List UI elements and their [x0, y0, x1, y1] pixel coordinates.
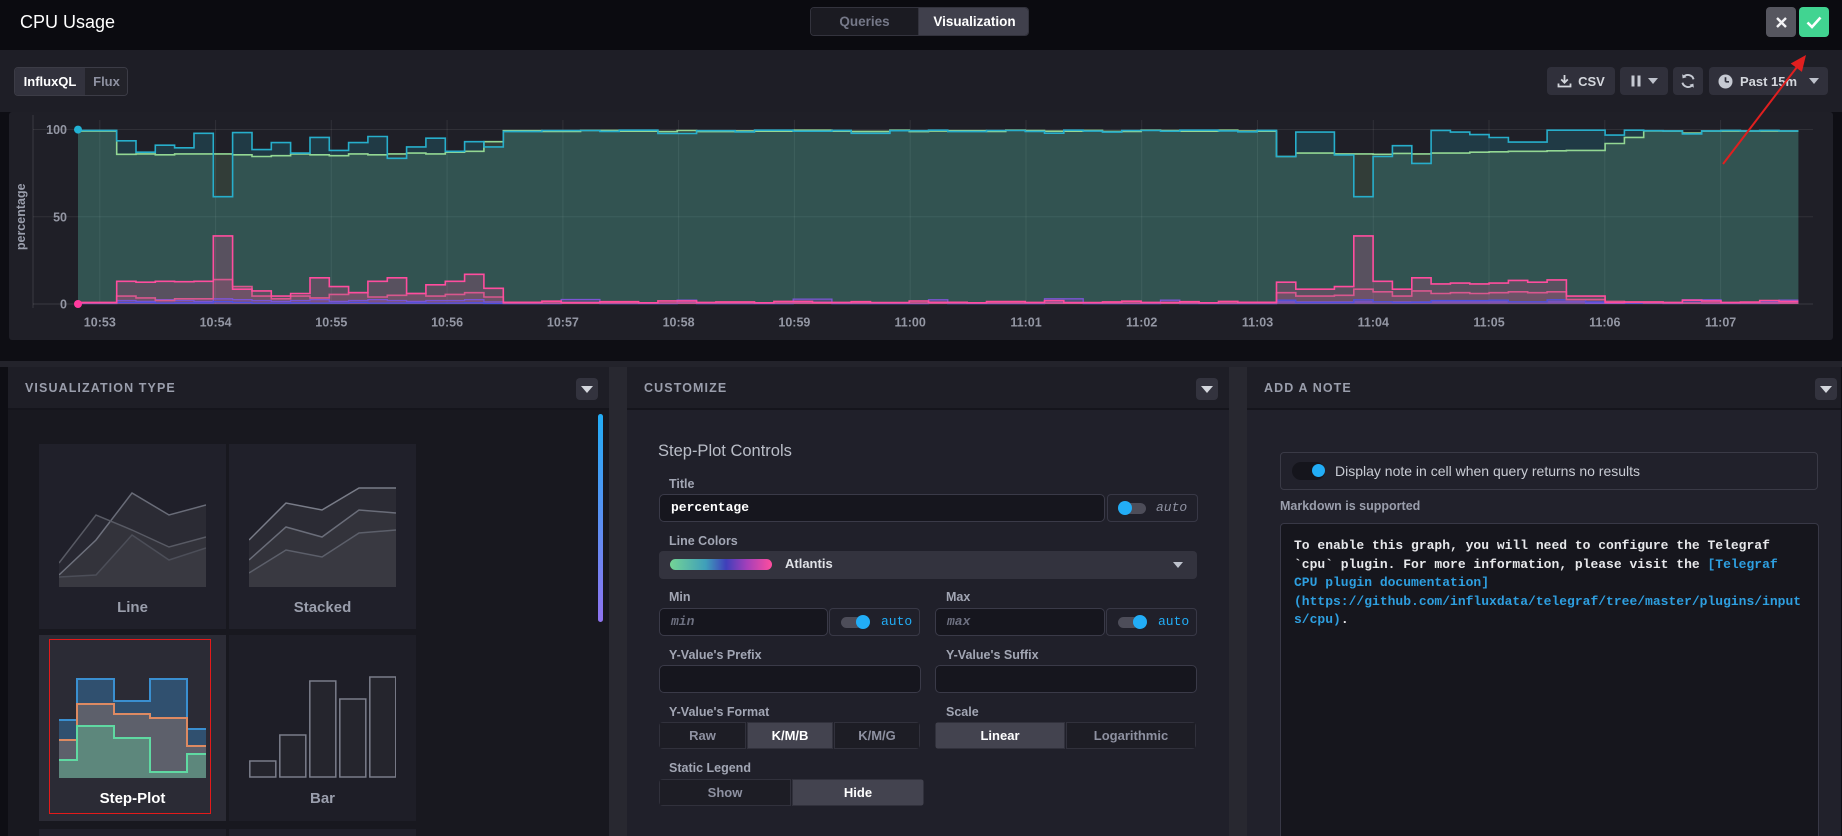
- svg-text:0: 0: [60, 298, 67, 312]
- svg-text:percentage: percentage: [14, 183, 28, 250]
- svg-text:11:03: 11:03: [1242, 316, 1273, 330]
- svg-text:11:01: 11:01: [1010, 316, 1041, 330]
- svg-text:11:07: 11:07: [1705, 316, 1736, 330]
- svg-text:10:57: 10:57: [547, 316, 579, 330]
- svg-text:10:55: 10:55: [315, 316, 347, 330]
- svg-text:50: 50: [53, 210, 67, 224]
- svg-text:11:06: 11:06: [1589, 316, 1620, 330]
- svg-text:11:05: 11:05: [1473, 316, 1504, 330]
- svg-text:11:04: 11:04: [1358, 316, 1389, 330]
- svg-text:10:58: 10:58: [663, 316, 695, 330]
- svg-text:10:59: 10:59: [778, 316, 810, 330]
- svg-text:10:54: 10:54: [200, 316, 232, 330]
- svg-text:10:53: 10:53: [84, 316, 116, 330]
- svg-text:11:02: 11:02: [1126, 316, 1157, 330]
- svg-text:11:00: 11:00: [895, 316, 926, 330]
- svg-text:10:56: 10:56: [431, 316, 463, 330]
- svg-text:100: 100: [46, 123, 67, 137]
